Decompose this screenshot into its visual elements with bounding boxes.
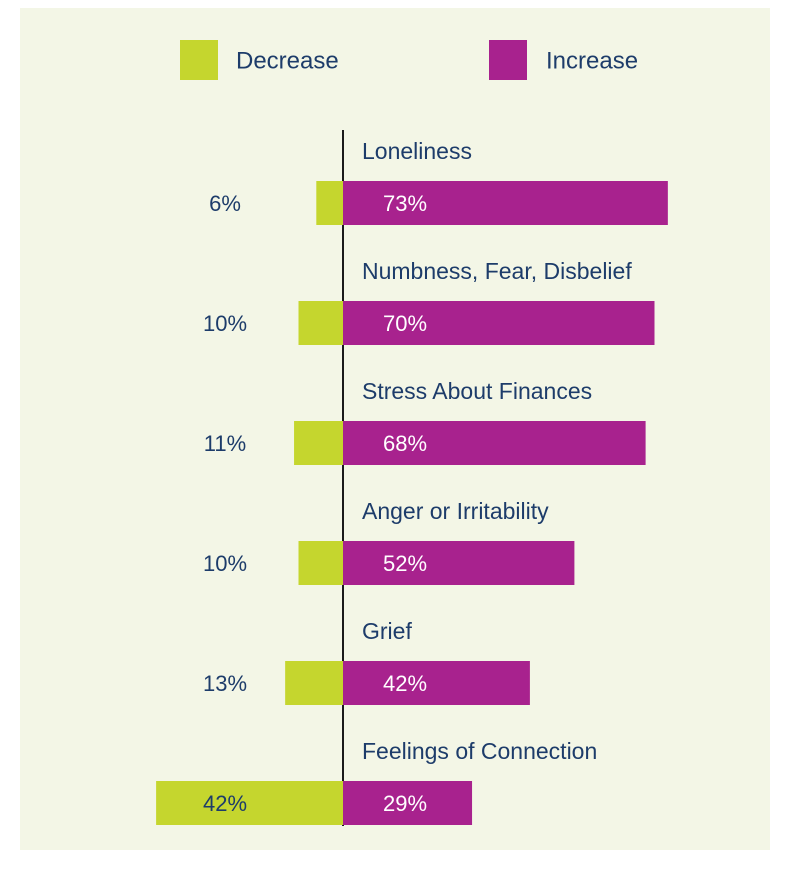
bar — [343, 181, 668, 225]
bar — [343, 661, 530, 705]
bar — [298, 301, 343, 345]
value-label: 11% — [204, 431, 246, 456]
value-label: 13% — [203, 671, 247, 696]
bar — [298, 541, 343, 585]
legend-label: Decrease — [236, 47, 339, 74]
category-label: Stress About Finances — [362, 378, 592, 404]
value-label: 10% — [203, 551, 247, 576]
bar — [294, 421, 343, 465]
bar — [343, 541, 575, 585]
bar — [285, 661, 343, 705]
category-label: Feelings of Connection — [362, 738, 597, 764]
value-label: 29% — [383, 791, 427, 816]
legend-label: Increase — [546, 47, 638, 74]
category-label: Numbness, Fear, Disbelief — [362, 258, 632, 284]
legend-swatch — [180, 40, 218, 80]
category-label: Anger or Irritability — [362, 498, 549, 524]
category-label: Grief — [362, 618, 412, 644]
value-label: 6% — [209, 191, 241, 216]
value-label: 52% — [383, 551, 427, 576]
value-label: 73% — [383, 191, 427, 216]
value-label: 42% — [383, 671, 427, 696]
value-label: 42% — [203, 791, 247, 816]
bar — [316, 181, 343, 225]
category-label: Loneliness — [362, 138, 472, 164]
bar — [156, 781, 343, 825]
value-label: 10% — [203, 311, 247, 336]
value-label: 70% — [383, 311, 427, 336]
bar — [343, 421, 646, 465]
legend-swatch — [489, 40, 527, 80]
bar — [343, 781, 473, 825]
bar — [343, 301, 655, 345]
value-label: 68% — [383, 431, 427, 456]
